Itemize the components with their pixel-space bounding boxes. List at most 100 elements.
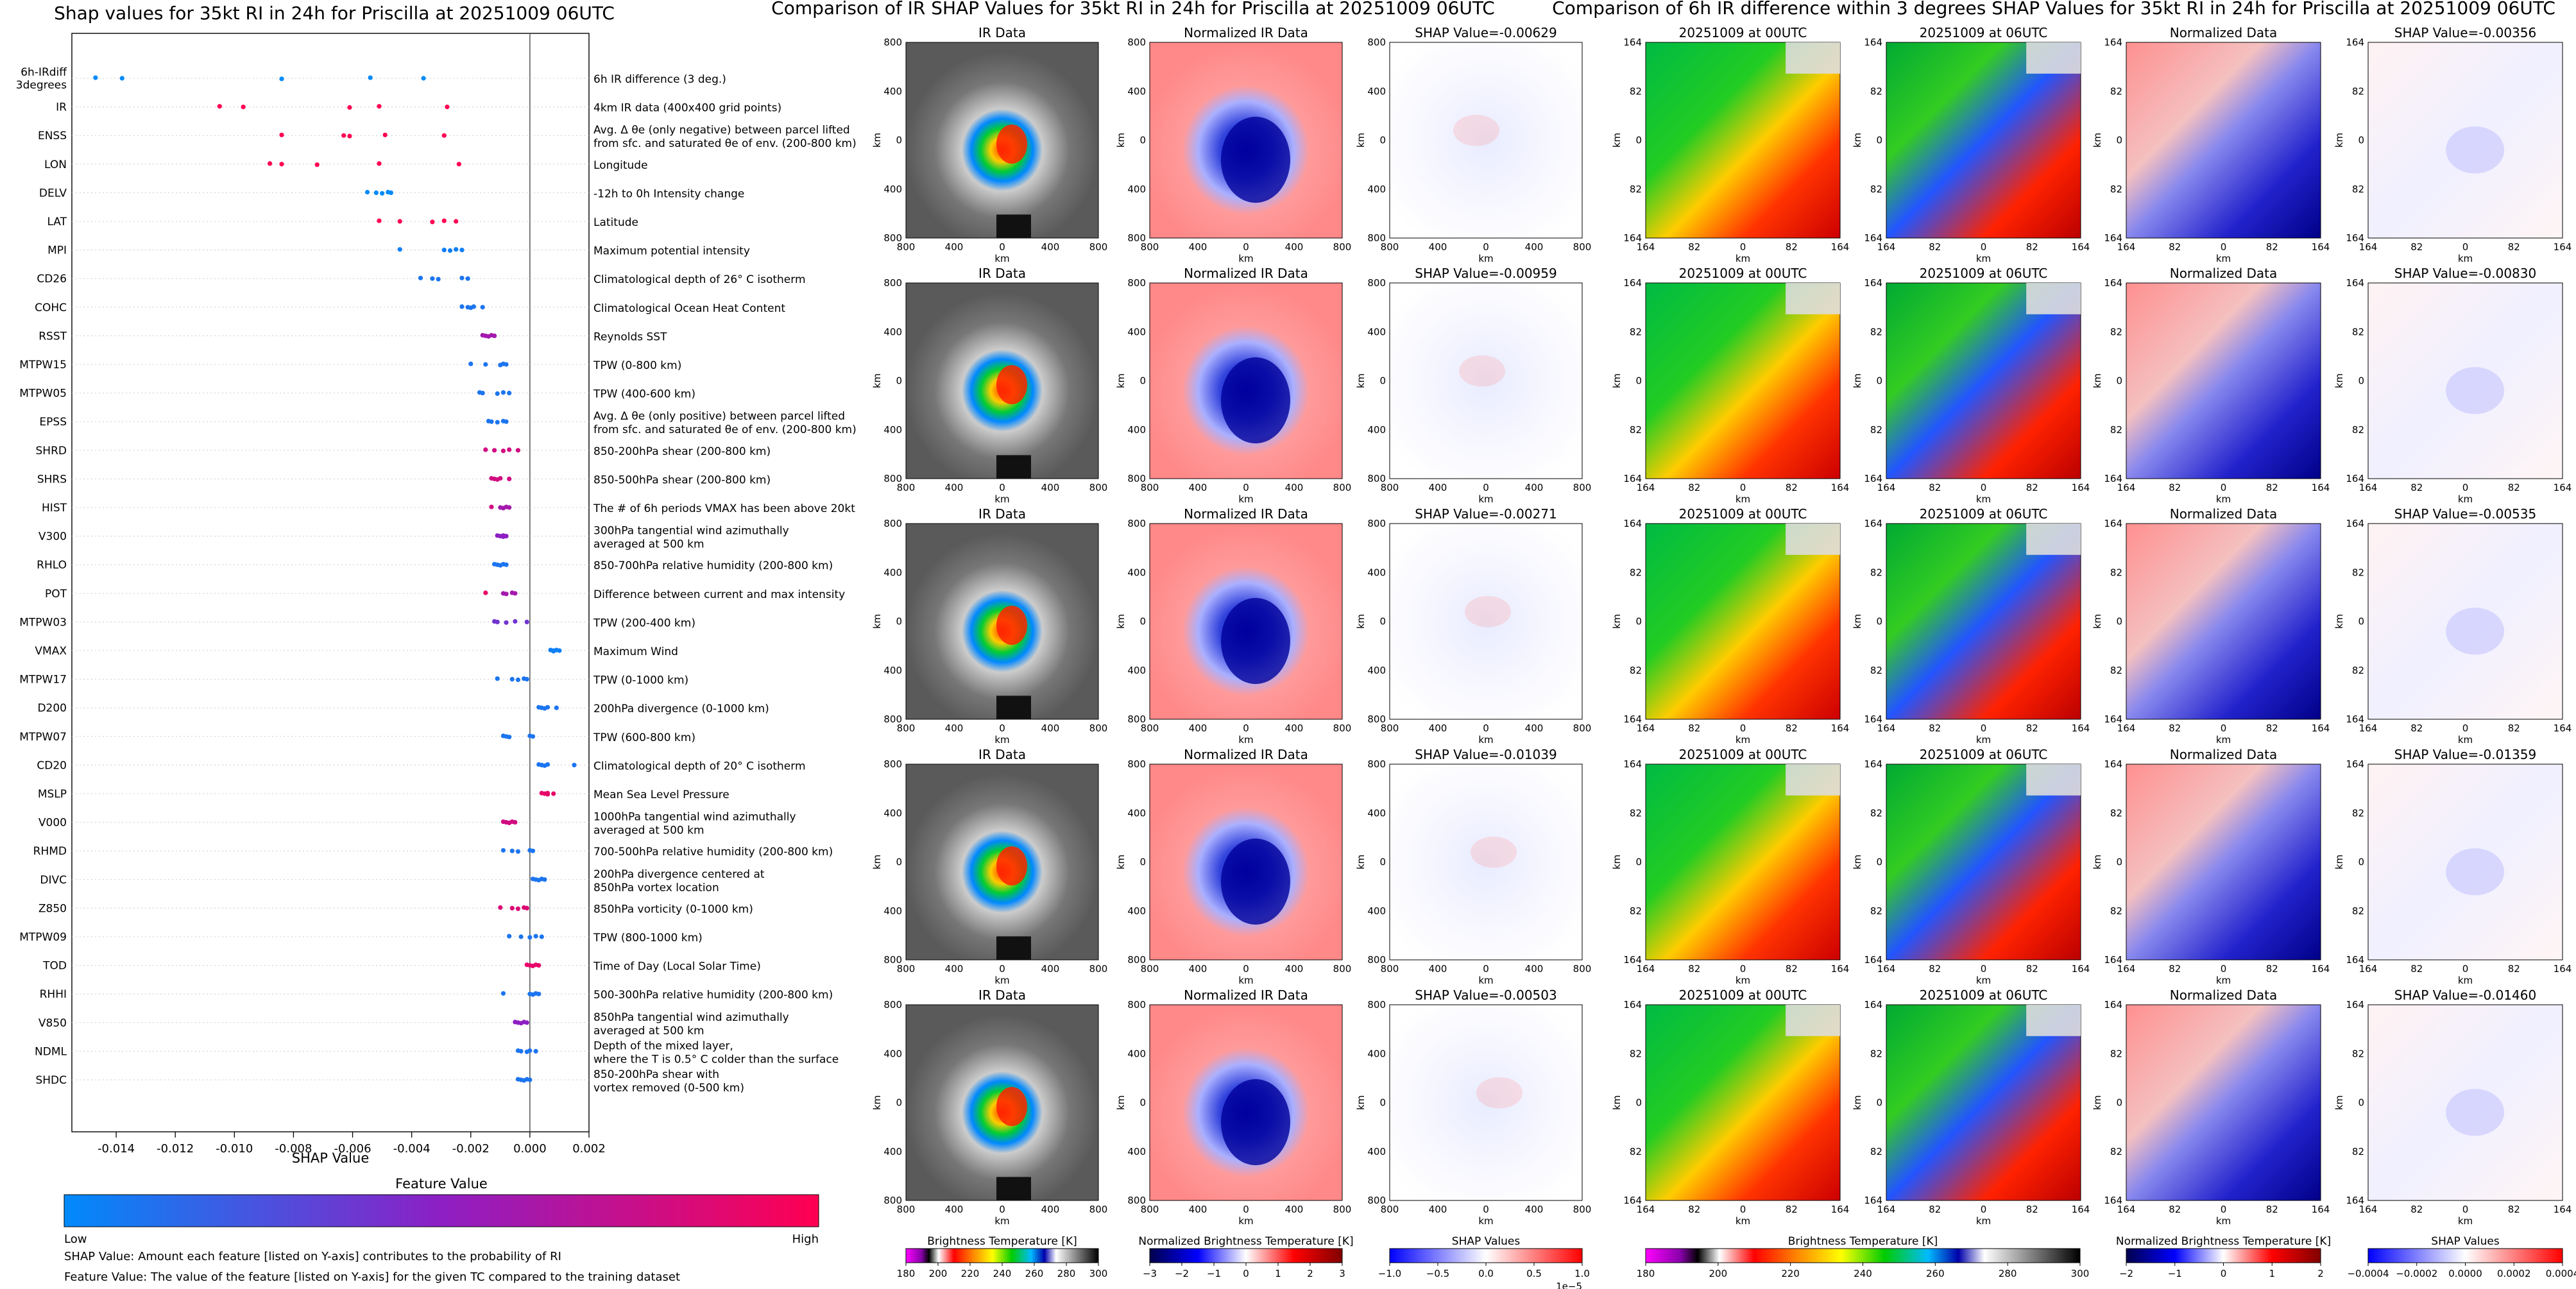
x-tick-label: 800	[897, 963, 916, 975]
shap-point	[495, 619, 500, 625]
shap-point	[377, 104, 382, 109]
y-axis-label: km	[1611, 133, 1623, 148]
x-tick-label: 82	[1688, 482, 1700, 493]
y-tick-label: 800	[1367, 473, 1386, 484]
image-panel	[2367, 282, 2563, 479]
y-tick-label: 82	[1870, 665, 1882, 676]
x-tick-label: 82	[1929, 482, 1941, 493]
colorbar-tick-label: 1	[1275, 1268, 1281, 1279]
colorbar-tick-label: 220	[961, 1268, 980, 1279]
y-axis-label: km	[2092, 133, 2103, 148]
x-axis-label: km	[1478, 975, 1493, 986]
y-tick-label: 400	[1367, 326, 1386, 337]
shap-point	[542, 877, 547, 882]
shap-point	[527, 1077, 533, 1082]
y-tick-label: 164	[1864, 277, 1882, 289]
feature-description-label: TPW (800-1000 km)	[593, 932, 703, 944]
x-axis-label: km	[2458, 734, 2473, 746]
x-tick-label: 82	[2410, 241, 2423, 253]
shap-point	[430, 219, 435, 225]
y-tick-label: 164	[1623, 518, 1642, 529]
x-tick-label: 82	[2026, 722, 2038, 734]
x-tick-label: 82	[1786, 963, 1798, 975]
image-panel	[1886, 764, 2081, 960]
x-tick-label: 0	[1981, 722, 1987, 734]
y-tick-label: 164	[1623, 713, 1642, 725]
shap-point	[441, 218, 447, 223]
y-tick-label: 82	[2110, 326, 2122, 337]
x-tick-label: 400	[1285, 722, 1304, 734]
colorbar-tick-label: 280	[1999, 1268, 2017, 1279]
shap-point	[241, 105, 246, 110]
shap-x-axis: -0.014 -0.012 -0.010 -0.008 -0.006 -0.004 -0.0…	[98, 1132, 606, 1156]
y-tick-label: 0	[1876, 857, 1882, 868]
x-tick-label: 400	[1525, 482, 1544, 493]
panel-title: IR Data	[978, 266, 1026, 281]
x-tick-label: 164	[2072, 241, 2090, 253]
x-tick-label: 800	[1333, 1204, 1352, 1215]
y-tick-label: 0	[2116, 616, 2122, 627]
x-tick-label: 82	[1929, 241, 1941, 253]
colorbar-tick-label: 180	[897, 1268, 916, 1279]
feature-name-label: ENSS	[38, 130, 67, 142]
shap-hotspot	[2446, 1089, 2505, 1136]
x-tick-label: 164	[1831, 1204, 1850, 1215]
feature-name-label: DIVC	[40, 874, 67, 887]
colorbar-tick-label: 0	[1243, 1268, 1249, 1279]
shap-summary-chart: Shap values for 35kt RI in 24h for Prisc…	[16, 3, 857, 1284]
x-tick-label: 800	[1333, 241, 1352, 253]
shap-point	[545, 790, 550, 796]
panel-title: 20251009 at 06UTC	[1920, 506, 2048, 522]
feature-description-label: 200hPa divergence (0-1000 km)	[593, 703, 769, 715]
feature-description-label: Maximum Wind	[593, 645, 678, 658]
image-panel	[2126, 523, 2321, 720]
shap-point	[504, 419, 509, 424]
image-panel	[1645, 1004, 1841, 1201]
feature-description-label: The # of 6h periods VMAX has been above …	[593, 502, 855, 515]
x-tick-label: 800	[1141, 963, 1159, 975]
shap-point	[459, 304, 465, 309]
shap-point	[504, 534, 509, 539]
y-tick-label: 82	[2352, 326, 2364, 337]
y-tick-label: 800	[1127, 954, 1146, 966]
colorbar-tick-label: 200	[929, 1268, 948, 1279]
y-tick-label: 0	[2358, 857, 2364, 868]
x-tick-label: 0	[999, 963, 1005, 975]
y-tick-label: 82	[2110, 85, 2122, 97]
shap-point	[347, 105, 352, 110]
y-tick-label: 82	[1870, 1048, 1882, 1059]
y-tick-label: 0	[896, 1097, 902, 1109]
y-axis-label: km	[2333, 614, 2345, 629]
y-tick-label: 164	[2104, 518, 2122, 529]
feature-description-label: TPW (200-400 km)	[593, 617, 695, 629]
x-tick-label: 82	[1929, 963, 1941, 975]
shap-point	[509, 848, 515, 853]
feature-colorbar-low: Low	[64, 1233, 87, 1246]
feature-name-label: VMAX	[35, 645, 67, 658]
y-tick-label: 164	[1623, 954, 1642, 966]
y-tick-label: 0	[896, 135, 902, 146]
shap-point	[557, 648, 562, 653]
panel-title: SHAP Value=-0.00959	[1415, 266, 1557, 281]
x-tick-label: -0.006	[334, 1142, 371, 1156]
y-tick-label: 0	[1635, 616, 1642, 627]
panel-title: 20251009 at 00UTC	[1679, 987, 1807, 1003]
y-tick-label: 400	[883, 85, 902, 97]
y-tick-label: 164	[1623, 473, 1642, 484]
shap-point	[495, 420, 500, 425]
y-tick-label: 0	[2116, 135, 2122, 146]
shap-x-label: SHAP Value	[292, 1150, 370, 1166]
feature-description-label: 700-500hPa relative humidity (200-800 km…	[593, 846, 833, 858]
irdiff-shap-comparison: Comparison of 6h IR difference within 3 …	[1552, 0, 2576, 1279]
x-tick-label: 0	[1243, 963, 1249, 975]
feature-name-label: D200	[37, 702, 67, 715]
image-panel	[2367, 1004, 2563, 1201]
shap-point	[456, 162, 461, 167]
y-tick-label: 164	[2346, 37, 2364, 48]
colorbar-label: SHAP Values	[1452, 1235, 1521, 1248]
y-axis-label: km	[1355, 1095, 1367, 1110]
x-tick-label: 164	[1877, 963, 1896, 975]
shap-point	[465, 276, 470, 281]
y-axis-label: km	[871, 133, 883, 148]
